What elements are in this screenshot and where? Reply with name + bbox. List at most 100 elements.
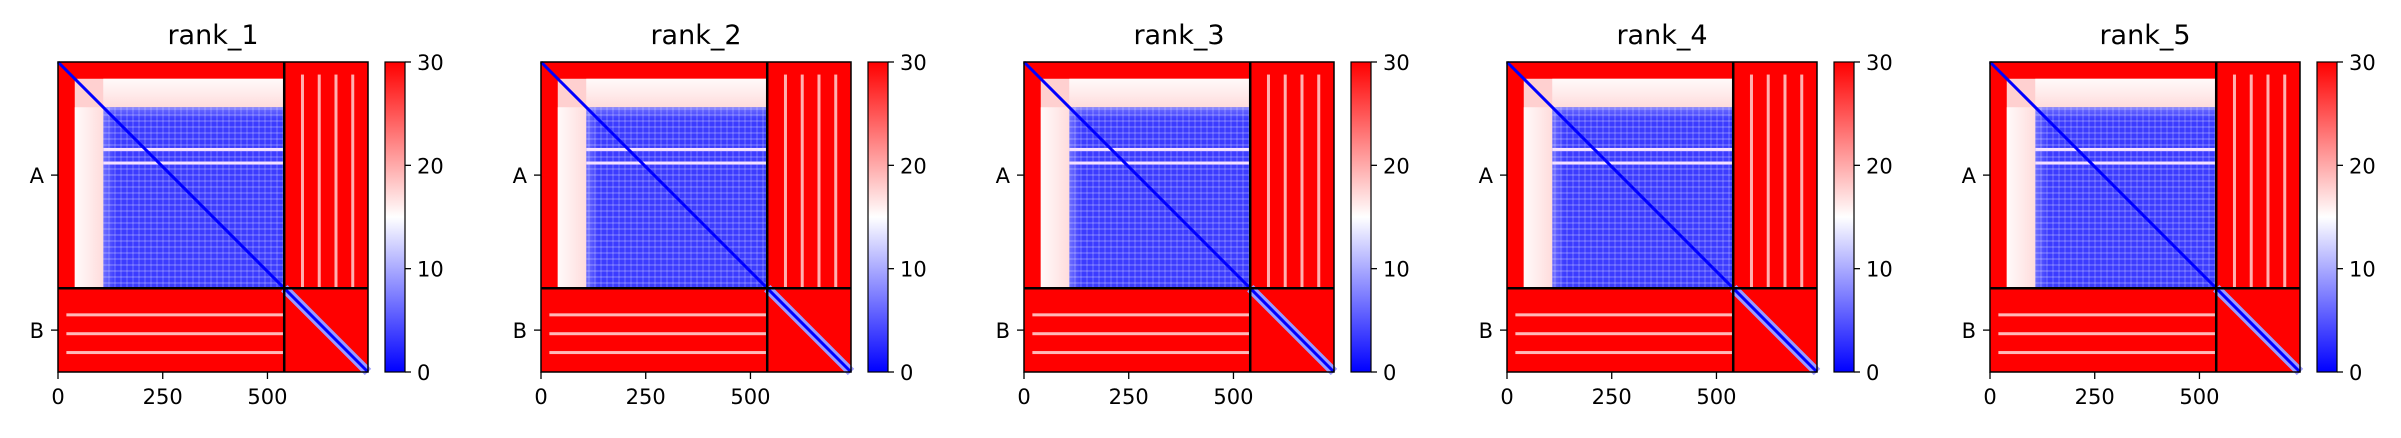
x-tick-label: 500 [730,385,770,409]
heatmap-loop-stripe [1069,161,1250,165]
heatmap-offdiag-column [1766,74,1770,289]
heatmap-loop-stripe [2035,161,2216,165]
heatmap-frame [1989,61,2301,373]
heatmap-fade [1552,78,1733,120]
heatmap-fade [1069,78,1250,120]
x-tick-label: 0 [534,385,547,409]
heatmap-offdiag-column [351,74,355,289]
panel-title: rank_1 [167,20,258,51]
heatmap-diagonal [56,60,370,374]
heatmap-diagonal [1988,60,2302,374]
heatmap-fade [557,107,599,289]
heatmap-frame [1506,61,1818,373]
panel-title: rank_4 [1616,20,1707,51]
heatmap-loop-stripe [586,147,767,151]
heatmap-fade [2006,107,2048,289]
heatmap-offdiag-column [2249,74,2253,289]
heatmap-offdiag-row [1998,351,2217,355]
y-tick-label: B [513,319,527,343]
heatmap-offdiag-column [1317,74,1321,289]
heatmap-offdiag-row [1515,351,1734,355]
x-tick-label: 500 [247,385,287,409]
heatmap-offdiag-column [834,74,838,289]
heatmap-offdiag-column [1749,74,1753,289]
colorbar-tick-label: 10 [1866,258,1893,282]
heatmap-loop-stripe [1552,147,1733,151]
heatmap-loop-stripe [103,147,284,151]
colorbar-tick-label: 0 [417,361,430,385]
colorbar [867,61,889,373]
heatmap-offdiag-row [1032,332,1251,336]
heatmap-offdiag-column [1783,74,1787,289]
colorbar-tick-label: 10 [417,258,444,282]
x-tick-label: 250 [1592,385,1632,409]
colorbar [1350,61,1372,373]
heatmap-loop-stripe [2035,147,2216,151]
y-tick-label: A [30,164,45,188]
heatmap-panel: rank_1 0 250 500 A B 0 10 20 30 [30,20,444,409]
colorbar-tick-label: 0 [1866,361,1879,385]
x-tick-label: 0 [1017,385,1030,409]
colorbar-tick-label: 30 [417,51,444,75]
heatmap-fade [1523,107,1565,289]
y-tick-label: B [996,319,1010,343]
heatmap-fade [74,107,116,289]
heatmap-loop-stripe [103,161,284,165]
heatmap-loop-stripe [586,161,767,165]
heatmap-offdiag-row [1032,313,1251,317]
colorbar-tick-label: 30 [2349,51,2376,75]
x-tick-label: 250 [143,385,183,409]
heatmap-offdiag-column [783,74,787,289]
heatmap-offdiag-column [300,74,304,289]
colorbar [384,61,406,373]
heatmap-panel: rank_2 0 250 500 A B 0 10 20 30 [513,20,927,409]
heatmap-fade [586,78,767,120]
colorbar-tick-label: 20 [1383,154,1410,178]
colorbar-tick-label: 0 [2349,361,2362,385]
colorbar [1833,61,1855,373]
heatmap-diagonal [1022,60,1336,374]
colorbar-tick-label: 30 [1383,51,1410,75]
panel-title: rank_5 [2099,20,2190,51]
heatmap-panel: rank_3 0 250 500 A B 0 10 20 30 [996,20,1410,409]
colorbar-tick-label: 10 [1383,258,1410,282]
panel-title: rank_2 [650,20,741,51]
y-tick-label: A [1479,164,1494,188]
x-tick-label: 0 [1500,385,1513,409]
heatmap-diagonal [539,60,853,374]
x-tick-label: 500 [1696,385,1736,409]
colorbar-tick-label: 0 [900,361,913,385]
x-tick-label: 500 [2179,385,2219,409]
colorbar-tick-label: 20 [900,154,927,178]
heatmap-fade [2035,78,2216,120]
heatmap-offdiag-row [66,351,285,355]
heatmap-offdiag-column [2232,74,2236,289]
heatmap-offdiag-row [1998,332,2217,336]
x-tick-label: 250 [626,385,666,409]
heatmap-diagonal [1505,60,1819,374]
colorbar-tick-label: 30 [900,51,927,75]
y-tick-label: A [996,164,1011,188]
heatmap-offdiag-column [1300,74,1304,289]
heatmap-offdiag-row [549,313,768,317]
y-tick-label: B [1962,319,1976,343]
colorbar-tick-label: 10 [900,258,927,282]
heatmap-offdiag-row [66,313,285,317]
y-tick-label: B [1479,319,1493,343]
heatmap-loop-stripe [1552,161,1733,165]
y-tick-label: A [1962,164,1977,188]
x-tick-label: 0 [1983,385,1996,409]
heatmap-offdiag-row [1032,351,1251,355]
colorbar-tick-label: 10 [2349,258,2376,282]
colorbar [2316,61,2338,373]
heatmap-frame [1023,61,1335,373]
heatmap-offdiag-row [549,351,768,355]
heatmap-loop-stripe [1069,147,1250,151]
heatmap-panel: rank_4 0 250 500 A B 0 10 20 30 [1479,20,1893,409]
heatmap-offdiag-column [334,74,338,289]
heatmap-frame [57,61,369,373]
heatmap-frame [540,61,852,373]
x-tick-label: 250 [2075,385,2115,409]
y-tick-label: A [513,164,528,188]
